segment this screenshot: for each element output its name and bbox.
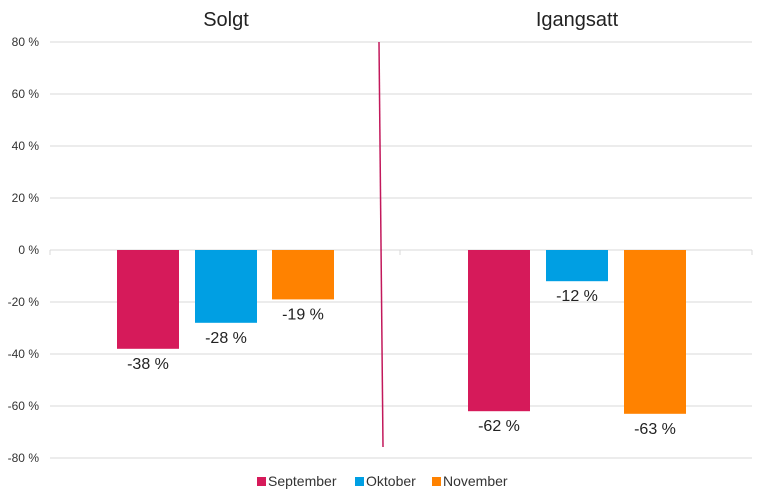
y-tick-label: -80 % [8, 451, 40, 465]
panel-titles: Solgt Igangsatt [203, 9, 618, 31]
legend-swatch-november [432, 477, 441, 486]
legend-label-september: September [268, 473, 337, 489]
bar-solgt-oktober [195, 250, 257, 323]
bar-solgt-september [117, 250, 179, 349]
legend-label-november: November [443, 473, 508, 489]
y-axis-ticks: 80 % 60 % 40 % 20 % 0 % -20 % -40 % -60 % -80 % [8, 35, 40, 465]
data-label: -38 % [127, 356, 169, 373]
y-tick-label: 20 % [12, 191, 40, 205]
y-tick-label: -20 % [8, 295, 40, 309]
legend-label-oktober: Oktober [366, 473, 416, 489]
bar-igangsatt-oktober [546, 250, 608, 282]
panel-title-igangsatt: Igangsatt [536, 9, 619, 31]
bar-solgt-november [272, 250, 334, 300]
data-label: -12 % [556, 288, 598, 305]
bar-igangsatt-september [468, 250, 530, 412]
panel-divider [378, 41, 384, 448]
y-tick-label: -60 % [8, 399, 40, 413]
data-label: -63 % [634, 421, 676, 438]
panel-divider-line [378, 41, 384, 448]
data-label: -28 % [205, 330, 247, 347]
bar-igangsatt-november [624, 250, 686, 414]
panel-title-solgt: Solgt [203, 9, 249, 31]
data-label: -62 % [478, 418, 520, 435]
y-tick-label: 80 % [12, 35, 40, 49]
y-tick-label: -40 % [8, 347, 40, 361]
y-tick-label: 0 % [18, 243, 39, 257]
bars: -38 % -28 % -19 % -62 % -12 % -63 % [117, 250, 686, 438]
y-tick-label: 40 % [12, 139, 40, 153]
y-tick-label: 60 % [12, 87, 40, 101]
data-label: -19 % [282, 306, 324, 323]
legend: September Oktober November [257, 473, 508, 489]
legend-swatch-september [257, 477, 266, 486]
legend-swatch-oktober [355, 477, 364, 486]
